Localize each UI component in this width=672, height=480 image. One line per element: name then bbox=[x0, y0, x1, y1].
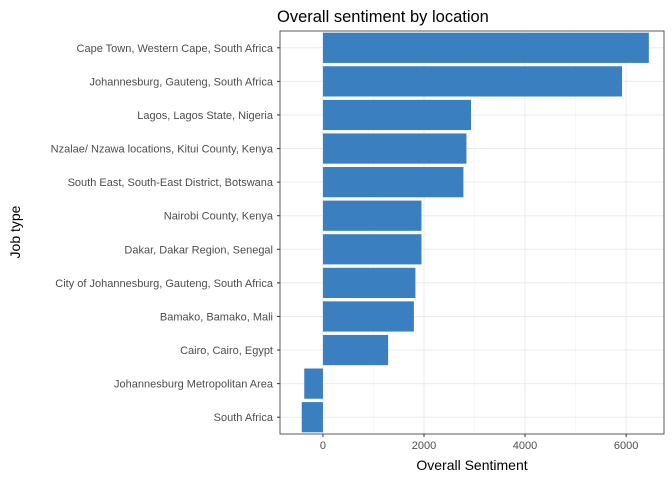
bar bbox=[322, 200, 422, 231]
bar bbox=[322, 234, 422, 265]
x-tick-label: 4000 bbox=[513, 440, 537, 452]
category-label: Bamako, Bamako, Mali bbox=[160, 311, 273, 323]
bar bbox=[322, 334, 389, 366]
category-label: Nzalae/ Nzawa locations, Kitui County, K… bbox=[51, 144, 274, 156]
x-tick-label: 6000 bbox=[614, 440, 638, 452]
category-label: City of Johannesburg, Gauteng, South Afr… bbox=[55, 278, 274, 290]
bar bbox=[322, 32, 649, 63]
x-axis-title: Overall Sentiment bbox=[416, 457, 527, 473]
category-label: Nairobi County, Kenya bbox=[164, 211, 274, 223]
chart-title: Overall sentiment by location bbox=[277, 8, 489, 26]
x-tick-label: 2000 bbox=[412, 440, 436, 452]
category-labels: Cape Town, Western Cape, South Africa Joh… bbox=[51, 43, 280, 424]
bar bbox=[322, 99, 471, 131]
bar bbox=[322, 267, 416, 298]
category-label: South Africa bbox=[214, 412, 274, 424]
y-axis-title: Job type bbox=[7, 205, 23, 258]
bar bbox=[301, 402, 323, 433]
category-label: Lagos, Lagos State, Nigeria bbox=[137, 110, 274, 122]
panel-border bbox=[279, 30, 665, 435]
category-label: Johannesburg, Gauteng, South Africa bbox=[90, 76, 274, 88]
bar bbox=[322, 133, 467, 164]
category-label: Johannesburg Metropolitan Area bbox=[114, 379, 274, 391]
x-tick-label: 0 bbox=[320, 440, 326, 452]
x-ticks: 0 2000 4000 6000 bbox=[320, 434, 638, 452]
bar bbox=[322, 167, 464, 198]
category-label: South East, South-East District, Botswan… bbox=[68, 177, 274, 189]
category-label: Dakar, Dakar Region, Senegal bbox=[124, 244, 273, 256]
bar bbox=[304, 368, 323, 399]
category-label: Cape Town, Western Cape, South Africa bbox=[77, 43, 274, 55]
bar bbox=[322, 301, 414, 332]
category-label: Cairo, Cairo, Egypt bbox=[180, 345, 273, 357]
bar bbox=[322, 66, 623, 97]
bars bbox=[301, 32, 649, 433]
